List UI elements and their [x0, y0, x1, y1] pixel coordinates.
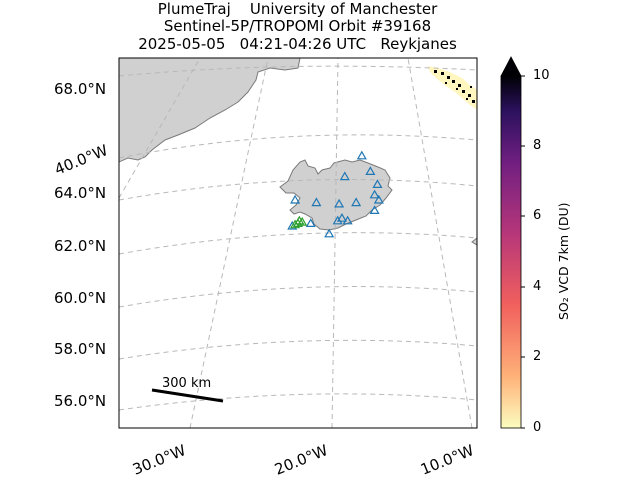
scale-bar-label: 300 km: [162, 376, 212, 391]
volcano-marker: [290, 219, 301, 229]
longitude-gridlines: [119, 58, 473, 428]
colorbar-tick-4: 4: [533, 279, 542, 294]
volcano-marker: [305, 218, 316, 227]
volcano-marker: [334, 198, 345, 208]
volcano-marker: [369, 205, 380, 214]
lat-label-56: 56.0°N: [54, 392, 107, 410]
colorbar-extend-arrow: [500, 56, 522, 77]
volcano-marker: [339, 171, 350, 181]
plot-title-line-3: 2025-05-05 04:21-04:26 UTC Reykjanes: [138, 35, 457, 53]
volcano-marker: [342, 215, 353, 225]
iceland-landmass: [279, 159, 393, 231]
scandinavia-fragment: [471, 237, 477, 246]
map-area: [119, 58, 477, 428]
latitude-gridlines: [119, 65, 477, 411]
volcano-markers-blue: [287, 150, 384, 238]
lat-label-64: 64.0°N: [54, 184, 107, 202]
volcano-marker: [297, 216, 308, 226]
volcano-marker: [336, 212, 347, 222]
lat-label-62: 62.0°N: [54, 237, 107, 255]
plot-title-line-1: PlumeTraj University of Manchester: [157, 0, 438, 18]
so2-retrieval-pixels: [428, 66, 477, 110]
volcano-marker: [311, 197, 322, 207]
plot-title-line-2: Sentinel-5P/TROPOMI Orbit #39168: [163, 17, 432, 35]
lat-label-58: 58.0°N: [54, 340, 107, 358]
volcano-markers-green: [290, 215, 308, 229]
greenland-landmass: [119, 58, 301, 163]
volcano-marker: [372, 179, 383, 188]
scale-bar: [151, 388, 224, 403]
colorbar-tick-2: 2: [533, 349, 542, 364]
colorbar-tick-0: 0: [533, 420, 542, 435]
volcano-marker: [373, 194, 384, 204]
volcano-marker: [290, 194, 301, 204]
colorbar-ticks: [521, 75, 525, 429]
volcano-marker: [351, 197, 362, 207]
colorbar-label: SO₂ VCD 7km (DU): [556, 202, 571, 320]
lat-label-68: 68.0°N: [54, 80, 107, 98]
colorbar-tick-6: 6: [533, 208, 542, 223]
volcano-marker: [369, 189, 380, 199]
map-frame: [118, 57, 478, 429]
volcano-marker: [324, 228, 335, 238]
volcano-marker: [356, 150, 367, 160]
volcano-marker: [365, 166, 376, 175]
colorbar-tick-8: 8: [533, 138, 542, 153]
lat-label-60: 60.0°N: [54, 289, 107, 307]
colorbar-tick-10: 10: [533, 68, 550, 83]
volcano-marker: [332, 215, 343, 225]
colorbar: [500, 75, 522, 429]
